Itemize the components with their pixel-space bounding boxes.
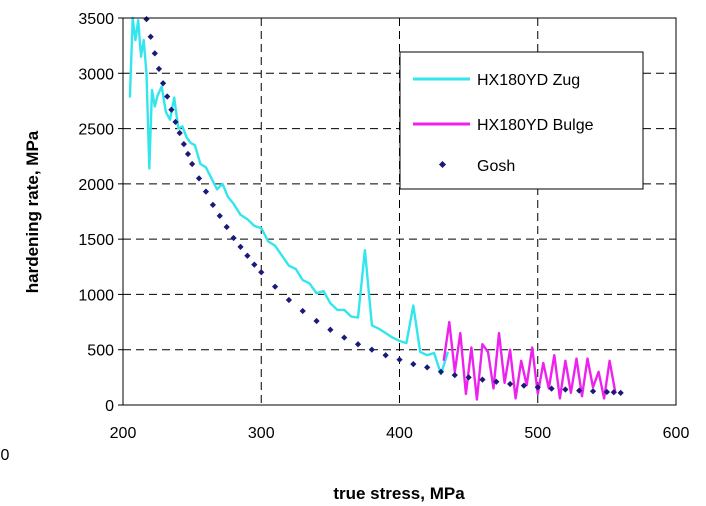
data-point-gosh [341,334,348,341]
y-tick-label: 0 [105,398,114,415]
data-point-gosh [251,261,258,268]
plot-border [122,17,677,406]
x-tick-label: 400 [386,425,413,442]
stray-tick-label: 0 [1,447,10,464]
data-point-gosh [396,356,403,363]
legend-swatch-gosh [438,160,447,169]
data-point-gosh [155,65,163,73]
data-point-gosh [223,223,230,231]
series-line-hx180yd-bulge [442,320,617,401]
data-point-gosh [410,360,417,368]
data-point-gosh [534,384,541,391]
data-point-gosh [189,160,196,168]
data-point-gosh [172,118,179,126]
data-point-gosh [479,376,486,383]
data-point-gosh [244,252,251,259]
y-tick-label: 500 [87,343,114,360]
tick-labels: 200 300 400 500 600 0 500 1000 1500 2000 2500 3000 3… [78,11,689,442]
x-tick-label: 600 [663,425,690,442]
legend-box [399,51,644,190]
legend: HX180YD Zug HX180YD Bulge Gosh [399,51,644,190]
data-point-gosh [589,388,597,395]
data-point-gosh [610,389,617,396]
x-tick-label: 300 [248,425,275,442]
series-line-hx180yd-zug [128,16,450,376]
y-tick-label: 2000 [78,177,114,194]
x-tick-label: 200 [110,425,137,442]
data-point-gosh [506,380,514,388]
data-point-gosh [176,129,183,137]
data-point-gosh [159,80,167,87]
data-point-gosh [424,364,431,371]
data-point-gosh [437,368,445,375]
legend-label-zug: HX180YD Zug [477,72,580,89]
data-point-gosh [313,317,320,325]
x-axis-title: true stress, MPa [333,484,465,503]
y-tick-label: 3000 [78,66,114,83]
data-point-gosh [603,388,611,396]
data-point-gosh [237,243,244,251]
data-point-gosh [368,346,375,353]
y-tick-label: 3500 [78,11,114,28]
y-tick-label: 1000 [78,287,114,304]
data-point-gosh [465,374,472,381]
y-axis-title: hardening rate, MPa [23,130,42,293]
y-tick-label: 2500 [78,122,114,139]
data-point-gosh [493,378,500,385]
legend-label-gosh: Gosh [477,158,515,175]
data-point-gosh [576,387,583,394]
data-point-gosh [147,33,154,40]
data-point-gosh [617,389,624,396]
data-point-gosh [258,269,265,276]
data-point-gosh [299,307,306,315]
legend-label-bulge: HX180YD Bulge [477,117,594,134]
y-tick-label: 1500 [78,232,114,249]
x-tick-label: 500 [524,425,551,442]
data-point-gosh [382,352,389,359]
data-point-gosh [271,283,279,290]
data-point-gosh [195,175,203,182]
data-point-gosh [354,341,362,348]
data-point-gosh [548,385,555,392]
